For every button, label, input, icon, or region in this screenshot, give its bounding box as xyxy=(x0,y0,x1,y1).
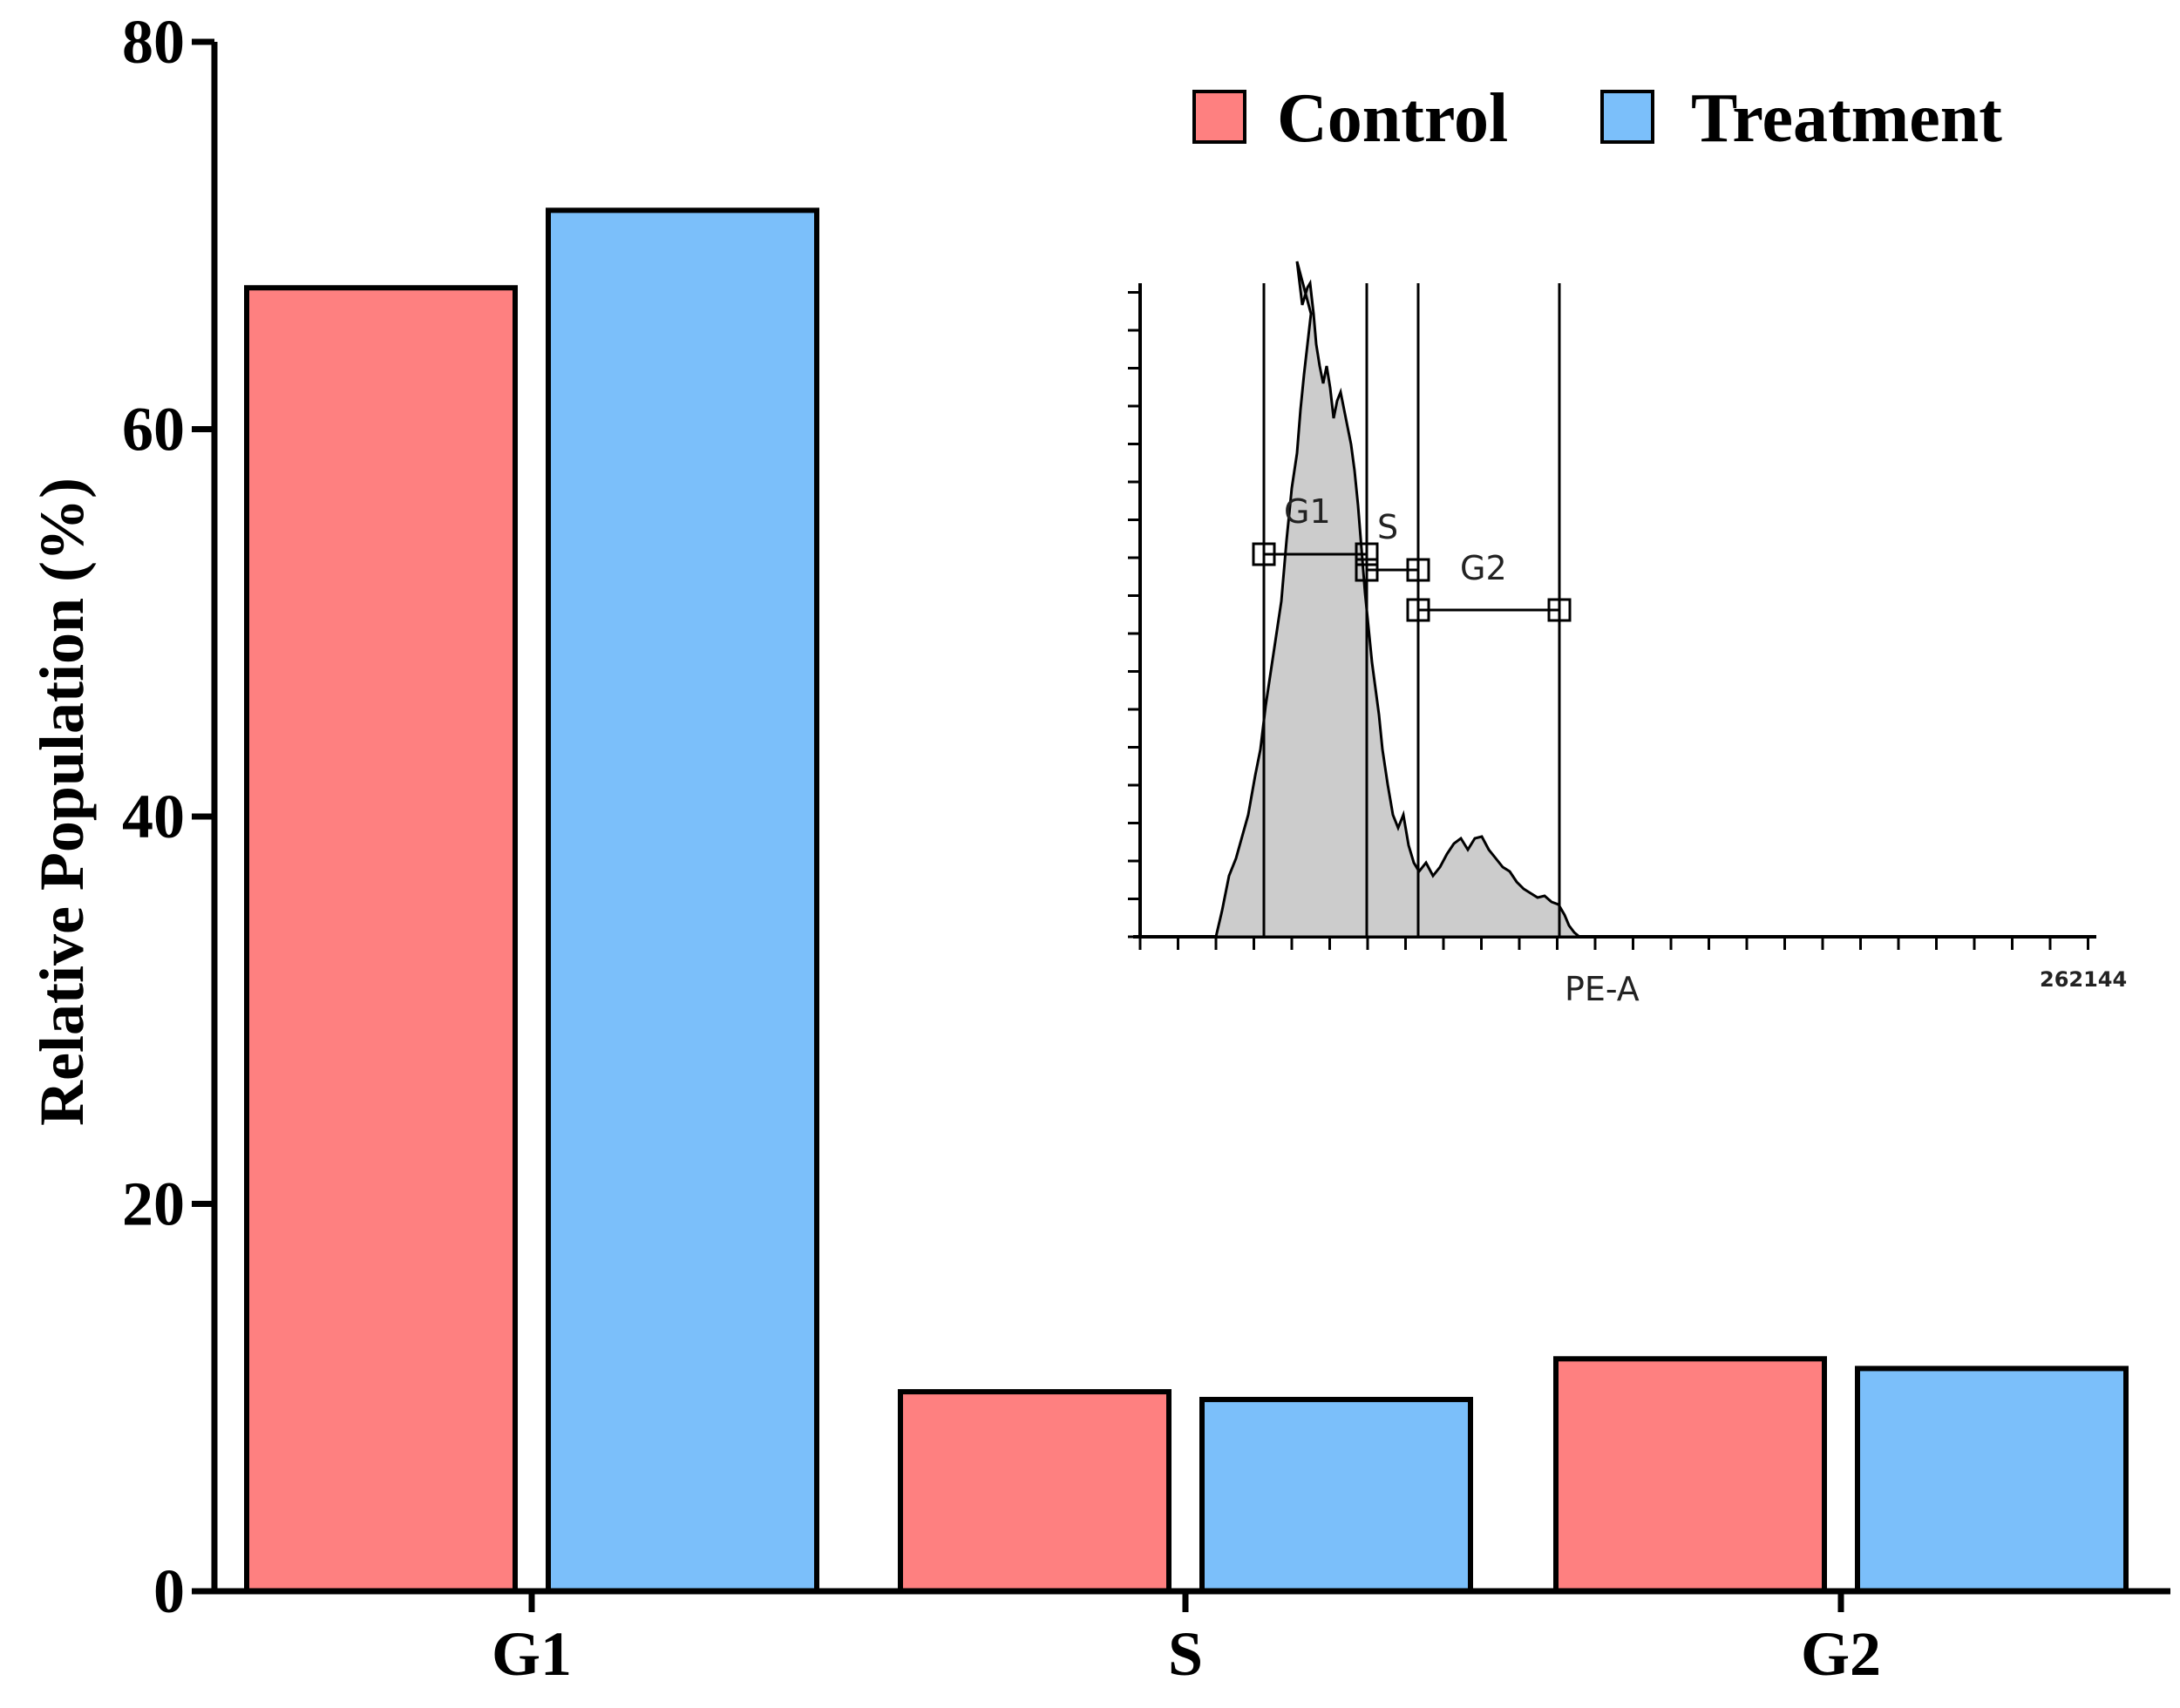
inset-x-axis-label: PE-A xyxy=(1565,970,1640,1008)
y-tick-label: 20 xyxy=(122,1169,185,1239)
y-axis-label: Relative Population (%) xyxy=(27,478,97,1126)
legend-label-control: Control xyxy=(1277,80,1508,157)
inset-gate-label-g1: G1 xyxy=(1284,492,1331,531)
inset-gate-label-s: S xyxy=(1377,508,1398,546)
x-axis-category-labels: G1 S G2 xyxy=(492,1591,1881,1689)
y-tick-label: 60 xyxy=(122,395,185,464)
legend-swatch-control xyxy=(1192,90,1246,144)
x-category-label: G1 xyxy=(492,1619,572,1689)
bar-series xyxy=(244,207,2129,1595)
x-category-label: G2 xyxy=(1801,1619,1881,1689)
legend-label-treatment: Treatment xyxy=(1691,80,2002,157)
bar-control-g1 xyxy=(244,285,518,1595)
inset-gate-handle xyxy=(1252,542,1276,566)
bar-treatment-g2 xyxy=(1855,1366,2129,1594)
inset-gate-handle xyxy=(1547,598,1572,622)
y-tick-label: 40 xyxy=(122,782,185,851)
inset-x-ticks xyxy=(1138,937,2089,950)
inset-gate-handle xyxy=(1355,558,1379,582)
y-tick-label: 80 xyxy=(122,7,185,77)
bar-treatment-s xyxy=(1199,1396,1473,1595)
inset-gate-label-g2: G2 xyxy=(1460,549,1507,587)
legend: Control Treatment xyxy=(1192,80,2002,157)
bar-control-s xyxy=(898,1389,1171,1595)
x-category-label: S xyxy=(1168,1619,1203,1689)
inset-gate-handle xyxy=(1406,558,1430,582)
inset-gate-handle xyxy=(1406,598,1430,622)
inset-gate-handle xyxy=(1355,542,1379,566)
y-axis-ticks: 0 20 40 60 80 xyxy=(122,7,214,1626)
bar-treatment-g1 xyxy=(546,207,819,1594)
bar-control-g2 xyxy=(1553,1356,1827,1595)
legend-swatch-treatment xyxy=(1600,90,1654,144)
y-tick-label: 0 xyxy=(153,1556,185,1626)
inset-x-max-label: 262144 xyxy=(2040,967,2127,992)
inset-y-ticks xyxy=(1128,291,1140,939)
inset-histogram-area xyxy=(1214,261,1584,939)
inset-histogram: G1 S G2 PE-A 262144 xyxy=(1128,261,2127,1008)
